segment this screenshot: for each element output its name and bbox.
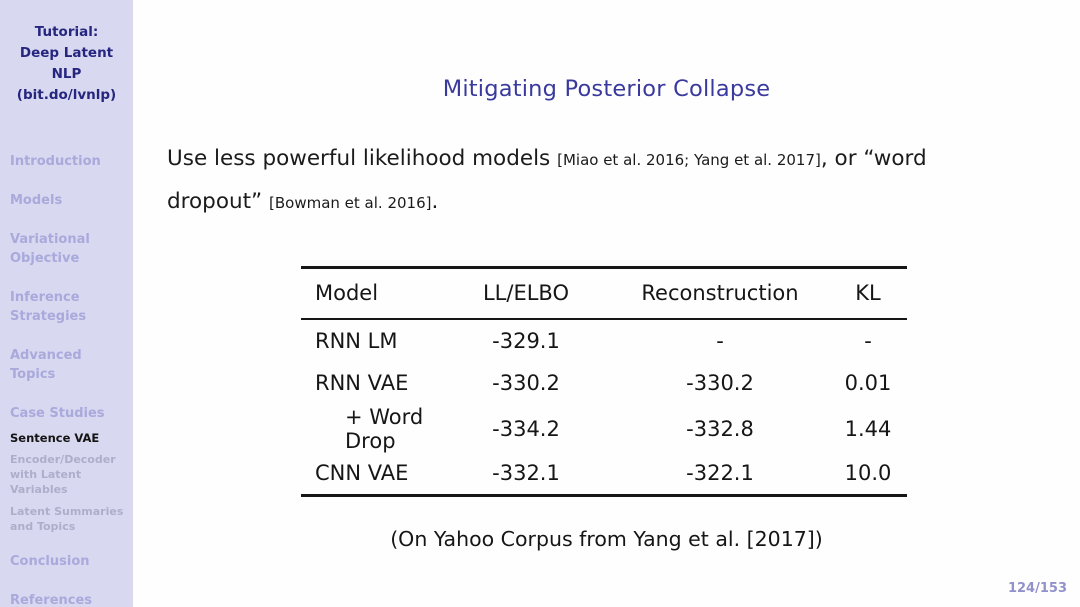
sidebar-item-references[interactable]: References [10,593,93,607]
table-row: CNN VAE -332.1 -322.1 10.0 [301,453,907,496]
sidebar-item-sentence-vae[interactable]: Sentence VAE [10,431,100,445]
table-cell-reconstruction: -332.8 [686,416,754,441]
table-cell-reconstruction: -322.1 [686,461,754,486]
sidebar-title: Tutorial: Deep Latent NLP (bit.do/lvnlp) [0,22,133,106]
table-cell-model: + Word Drop [345,404,424,453]
sidebar-title-line: (bit.do/lvnlp) [16,87,117,103]
table-cell-kl: 10.0 [844,461,892,486]
citation-text: [Bowman et al. 2016] [269,194,432,212]
slide-title: Mitigating Posterior Collapse [442,76,771,102]
table-header-reconstruction: Reconstruction [641,281,799,306]
table-cell-model: CNN VAE [315,461,409,486]
table-row: + Word Drop -334.2 -332.8 1.44 [301,405,907,453]
sidebar-title-line: Deep Latent NLP [19,45,114,82]
table-cell-ll-elbo: -332.1 [492,461,560,486]
table-cell-model: RNN VAE [315,371,409,395]
body-text: Use less powerful likelihood models [167,146,558,171]
table-cell-model: RNN LM [315,328,398,353]
table-cell-reconstruction: -330.2 [686,371,754,395]
table-header-ll-elbo: LL/ELBO [482,281,569,306]
table-header-model: Model [315,281,379,306]
table-cell-kl: - [864,328,872,353]
table-cell-ll-elbo: -329.1 [492,328,560,353]
slide-main: Mitigating Posterior Collapse Use less p… [133,0,1080,607]
table-cell-ll-elbo: -330.2 [492,371,560,395]
results-table-wrap: Model LL/ELBO Reconstruction KL RNN LM -… [301,266,907,497]
table-cell-ll-elbo: -334.2 [492,416,560,441]
body-text: . [431,189,439,214]
table-cell-kl: 1.44 [844,416,892,441]
sidebar-item-encoder-decoder[interactable]: Encoder/Decoder with Latent Variables [10,453,116,496]
table-header-kl: KL [855,281,881,306]
sidebar-item-latent-summaries[interactable]: Latent Summaries and Topics [10,505,124,533]
sidebar-title-line: Tutorial: [34,24,99,40]
table-cell-reconstruction: - [716,328,724,353]
table-cell-kl: 0.01 [844,371,892,395]
results-table: Model LL/ELBO Reconstruction KL RNN LM -… [301,266,907,497]
sidebar-item-inference-strategies[interactable]: Inference Strategies [10,290,87,324]
sidebar-item-advanced-topics[interactable]: Advanced Topics [10,348,82,382]
table-header-row: Model LL/ELBO Reconstruction KL [301,267,907,319]
sidebar-item-introduction[interactable]: Introduction [10,154,101,169]
table-caption: (On Yahoo Corpus from Yang et al. [2017]… [390,527,823,551]
sidebar-item-variational-objective[interactable]: Variational Objective [10,232,90,266]
sidebar-item-models[interactable]: Models [10,193,63,208]
page-number: 124/153 [1007,581,1067,596]
citation-text: [Miao et al. 2016; Yang et al. 2017] [557,151,821,169]
sidebar-nav: Introduction Models Variational Objectiv… [0,152,133,607]
sidebar: Tutorial: Deep Latent NLP (bit.do/lvnlp)… [0,0,133,607]
body-text: , or “word dropout” [167,146,927,214]
sidebar-item-conclusion[interactable]: Conclusion [10,554,90,569]
table-row: RNN VAE -330.2 -330.2 0.01 [301,362,907,405]
body-paragraph: Use less powerful likelihood models [Mia… [167,138,987,224]
sidebar-item-case-studies[interactable]: Case Studies [10,406,105,421]
table-row: RNN LM -329.1 - - [301,319,907,362]
